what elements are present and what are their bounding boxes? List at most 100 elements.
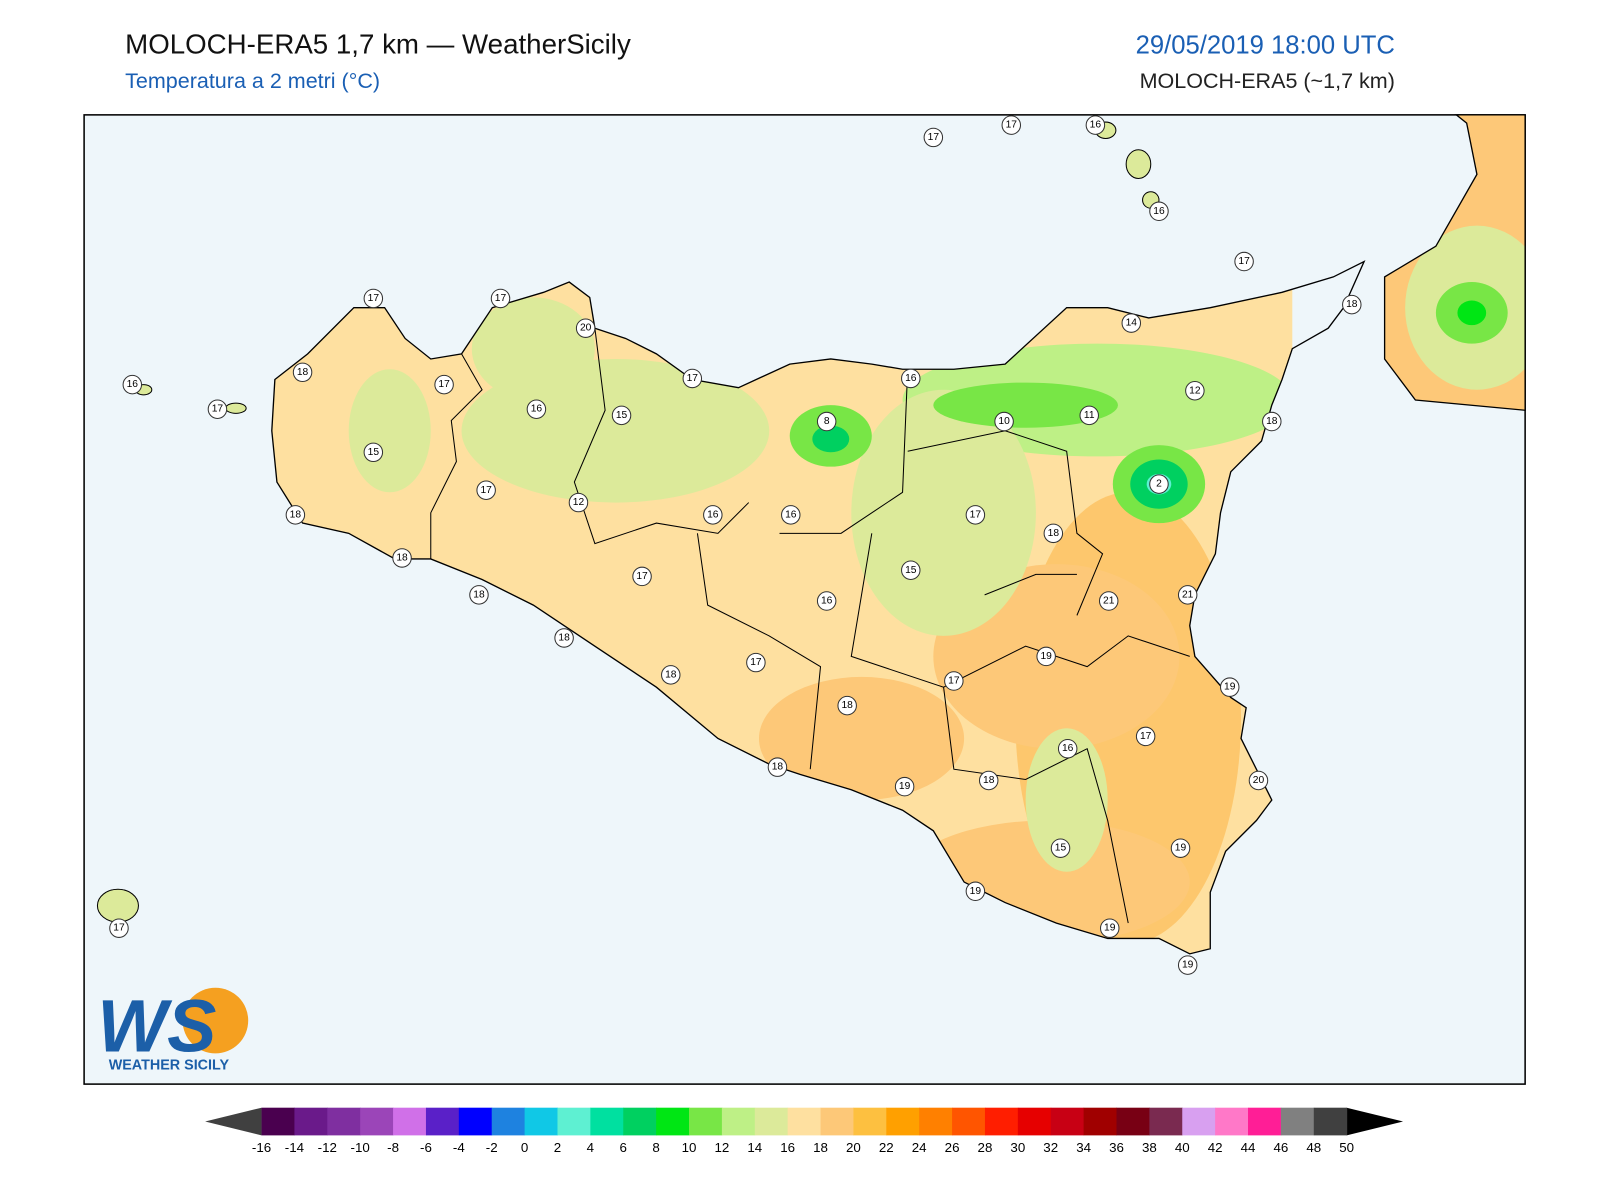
station: 19 (1099, 918, 1120, 938)
colorbar-tick-label: 46 (1273, 1140, 1288, 1155)
station-marker (1234, 251, 1254, 272)
colorbar-over (1346, 1107, 1404, 1136)
station: 19 (894, 776, 915, 797)
station-marker (894, 776, 915, 797)
station-value: 19 (1104, 923, 1116, 934)
station-marker (1121, 313, 1142, 333)
station-value: 18 (1048, 528, 1060, 539)
colorbar-swatch (458, 1107, 493, 1136)
station-value: 21 (1103, 596, 1115, 607)
station: 17 (632, 566, 652, 587)
station-marker (434, 374, 454, 395)
station-value: 2 (1156, 479, 1162, 490)
station: 19 (1036, 646, 1056, 667)
colorbar-tick-label: 2 (554, 1140, 561, 1155)
station-value: 16 (1062, 743, 1074, 754)
station: 16 (816, 591, 837, 611)
station: 16 (526, 399, 547, 419)
station-marker (1099, 918, 1120, 938)
station-value: 14 (1126, 318, 1138, 329)
station: 17 (746, 652, 766, 673)
station: 19 (1177, 955, 1198, 975)
station-value: 16 (127, 379, 139, 390)
colorbar-tick-label: 14 (747, 1140, 762, 1155)
subtitle: Temperatura a 2 metri (°C) (125, 69, 380, 93)
station: 18 (285, 505, 306, 525)
station-marker (469, 585, 489, 605)
datetime: 29/05/2019 18:00 UTC (1136, 31, 1395, 59)
station: 18 (1262, 411, 1282, 432)
station-marker (207, 399, 228, 419)
colorbar-tick-label: 32 (1043, 1140, 1058, 1155)
logo-text: WEATHER SICILY (109, 1058, 230, 1074)
colorbar-swatch (886, 1107, 920, 1136)
station-value: 18 (473, 589, 485, 600)
station-marker (1248, 770, 1269, 791)
station: 17 (965, 505, 986, 525)
station-marker (1057, 738, 1078, 759)
colorbar-swatch (261, 1107, 295, 1136)
station-marker (575, 318, 596, 338)
station: 14 (1121, 313, 1142, 333)
station-marker (994, 411, 1014, 432)
station-marker (1135, 726, 1156, 747)
colorbar-swatch (1313, 1107, 1348, 1136)
colorbar-tick-label: -6 (420, 1140, 432, 1155)
colorbar-swatch (294, 1107, 328, 1136)
station: 16 (1149, 201, 1169, 222)
station: 18 (554, 628, 574, 648)
colorbar-tick-label: -16 (252, 1140, 271, 1155)
station-marker (490, 288, 511, 309)
station: 19 (1219, 677, 1240, 697)
station-value: 17 (212, 404, 224, 415)
station-value: 15 (1055, 843, 1067, 854)
station-value: 18 (1266, 416, 1278, 427)
station-marker (122, 374, 143, 395)
station: 12 (1185, 381, 1205, 401)
station-value: 17 (368, 293, 380, 304)
station-value: 11 (1084, 410, 1095, 421)
colorbar-tick-label: 16 (780, 1140, 795, 1155)
station: 17 (944, 671, 964, 691)
station-value: 16 (1153, 206, 1165, 217)
colorbar-tick-label: 36 (1109, 1140, 1124, 1155)
colorbar-swatch (360, 1107, 394, 1136)
station: 18 (1342, 294, 1362, 315)
station: 17 (207, 399, 228, 419)
colorbar-tick-label: 8 (652, 1140, 659, 1155)
colorbar-tick-label: 26 (945, 1140, 960, 1155)
colorbar-swatch (1050, 1107, 1085, 1136)
colorbar-swatch (524, 1107, 558, 1136)
station-marker (554, 628, 574, 648)
station: 18 (1043, 523, 1064, 544)
station-marker (1098, 591, 1119, 611)
station-marker (109, 918, 129, 938)
colorbar-tick-label: -14 (285, 1140, 305, 1155)
province-borders (430, 328, 1190, 924)
colorbar-tick-label: 42 (1208, 1140, 1223, 1155)
station-value: 20 (1253, 775, 1265, 786)
station: 20 (1248, 770, 1269, 791)
station-marker (661, 665, 681, 685)
colorbar-swatch (721, 1107, 756, 1136)
colorbar-tick-label: -8 (387, 1140, 399, 1155)
colorbar-swatch (1017, 1107, 1052, 1136)
station-value: 16 (905, 373, 917, 384)
station-value: 16 (531, 404, 543, 415)
colorbar-tick-label: 44 (1241, 1140, 1256, 1155)
station: 17 (1135, 726, 1156, 747)
calabria-coast (1383, 114, 1526, 411)
station-marker (837, 695, 857, 716)
colorbar-tick-label: 40 (1175, 1140, 1190, 1155)
colorbar-swatch (919, 1107, 953, 1136)
station-marker (1185, 381, 1205, 401)
colorbar-tick-label: 22 (879, 1140, 894, 1155)
station-marker (944, 671, 964, 691)
station: 8 (816, 411, 837, 432)
colorbar-swatch (1215, 1107, 1249, 1136)
station: 18 (661, 665, 681, 685)
station-marker (816, 591, 837, 611)
station: 16 (1057, 738, 1078, 759)
station: 11 (1079, 405, 1099, 426)
station: 18 (978, 770, 999, 791)
